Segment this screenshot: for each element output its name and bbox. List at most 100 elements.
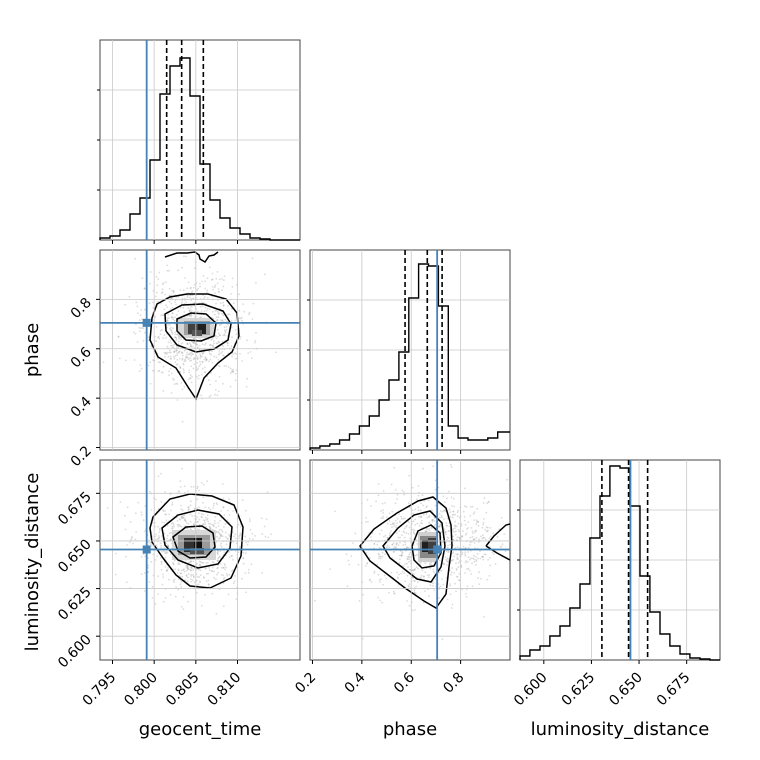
sample-point <box>413 573 415 575</box>
x-tick-label: 0.8 <box>440 670 467 697</box>
sample-point <box>208 569 211 572</box>
sample-point <box>197 367 200 370</box>
sample-point <box>225 566 228 569</box>
sample-point <box>413 554 416 557</box>
quantile-lines <box>601 460 649 660</box>
sample-point <box>180 352 183 354</box>
sample-point <box>180 504 183 507</box>
sample-point <box>222 574 225 577</box>
sample-point <box>411 609 414 612</box>
sample-point <box>222 314 225 317</box>
sample-point <box>206 297 209 299</box>
x-axis-label-luminosity-distance: luminosity_distance <box>531 719 710 740</box>
sample-point <box>393 466 396 469</box>
sample-point <box>167 567 169 569</box>
sample-point <box>200 373 203 376</box>
sample-point <box>447 544 449 547</box>
sample-point <box>215 612 218 615</box>
sample-point <box>177 588 180 591</box>
sample-point <box>240 525 242 528</box>
sample-point <box>461 535 464 537</box>
sample-point <box>128 295 131 298</box>
sample-point <box>439 585 442 588</box>
sample-point <box>187 353 190 356</box>
sample-point <box>225 329 228 331</box>
sample-point <box>220 574 223 576</box>
sample-point <box>205 567 208 569</box>
sample-point <box>451 552 454 555</box>
sample-point <box>173 559 176 562</box>
sample-point <box>181 509 184 512</box>
sample-point <box>438 525 441 528</box>
sample-point <box>464 561 467 564</box>
sample-point <box>184 358 186 361</box>
contour-middle <box>161 509 233 569</box>
sample-point <box>458 579 461 581</box>
sample-point <box>125 581 128 584</box>
sample-point <box>246 339 249 342</box>
sample-point <box>181 388 184 391</box>
sample-point <box>438 513 441 515</box>
sample-point <box>232 371 235 373</box>
sample-point <box>425 530 428 533</box>
sample-point <box>213 342 215 345</box>
sample-point <box>228 573 231 576</box>
sample-point <box>424 530 427 533</box>
y-tick-label: 0.4 <box>68 394 95 421</box>
sample-point <box>381 551 384 554</box>
sample-point <box>447 530 450 532</box>
sample-point <box>171 312 174 315</box>
sample-point <box>165 304 167 307</box>
sample-point <box>428 527 431 530</box>
sample-point <box>197 310 199 313</box>
sample-point <box>431 520 434 523</box>
sample-point <box>210 344 213 347</box>
sample-point <box>212 561 215 564</box>
sample-point <box>186 343 189 345</box>
sample-point <box>376 563 379 566</box>
sample-point <box>231 555 233 557</box>
sample-point <box>379 555 382 558</box>
sample-point <box>188 369 191 372</box>
sample-point <box>147 336 150 339</box>
sample-point <box>214 522 216 525</box>
sample-point <box>211 350 213 353</box>
sample-point <box>156 300 159 303</box>
sample-point <box>175 349 178 351</box>
sample-point <box>231 286 234 288</box>
sample-point <box>248 313 251 316</box>
sample-point <box>472 554 475 557</box>
sample-point <box>249 528 252 531</box>
sample-point <box>173 319 176 322</box>
sample-point <box>392 522 394 525</box>
sample-point <box>399 521 401 524</box>
sample-point <box>193 507 196 510</box>
sample-point <box>162 509 165 511</box>
sample-point <box>149 282 151 285</box>
sample-point <box>173 351 175 354</box>
sample-point <box>401 552 403 554</box>
sample-point <box>217 522 220 524</box>
sample-point <box>478 538 480 541</box>
sample-point <box>441 578 443 580</box>
sample-point <box>139 364 142 366</box>
sample-point <box>178 517 181 520</box>
sample-point <box>395 546 397 549</box>
sample-point <box>132 542 134 545</box>
sample-point <box>218 290 221 293</box>
sample-point <box>391 543 394 546</box>
density-cell <box>192 330 202 336</box>
sample-point <box>168 269 170 272</box>
sample-point <box>447 551 450 553</box>
sample-point <box>202 352 204 355</box>
sample-point <box>234 379 237 382</box>
sample-point <box>154 559 157 561</box>
sample-point <box>180 572 182 575</box>
sample-point <box>173 343 176 346</box>
sample-point <box>164 556 167 559</box>
sample-point <box>136 305 139 308</box>
sample-point <box>159 333 162 335</box>
sample-point <box>173 336 176 339</box>
sample-point <box>209 383 212 386</box>
sample-point <box>190 299 193 302</box>
